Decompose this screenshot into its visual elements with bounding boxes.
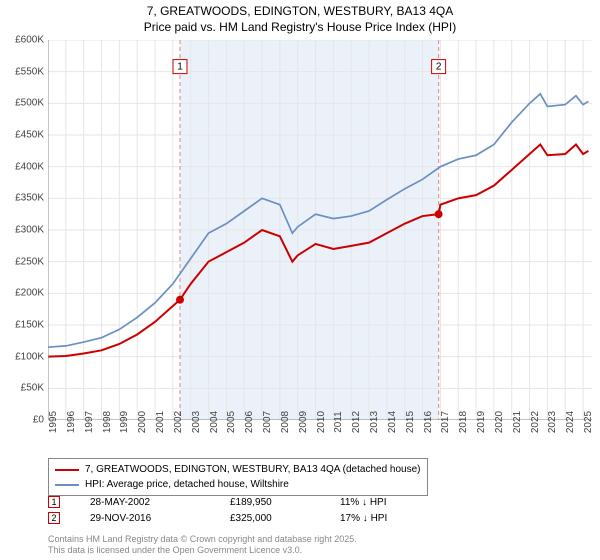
x-tick-label: 2009 <box>298 411 309 433</box>
legend-label: HPI: Average price, detached house, Wilt… <box>85 477 289 492</box>
y-tick-label: £500K <box>0 98 44 109</box>
x-tick-label: 2021 <box>512 411 523 433</box>
x-tick-label: 1995 <box>48 411 59 433</box>
x-tick-label: 2011 <box>333 411 344 433</box>
marker-table: 1 28-MAY-2002 £189,950 11% ↓ HPI 2 29-NOV-201… <box>48 496 588 528</box>
x-tick-label: 2006 <box>244 411 255 433</box>
x-tick-label: 2007 <box>262 411 273 433</box>
marker-row: 1 28-MAY-2002 £189,950 11% ↓ HPI <box>48 496 588 508</box>
marker-delta: 11% ↓ HPI <box>340 497 430 508</box>
y-tick-label: £450K <box>0 130 44 141</box>
chart-container: 7, GREATWOODS, EDINGTON, WESTBURY, BA13 … <box>0 0 600 560</box>
x-tick-label: 2002 <box>173 411 184 433</box>
y-axis-ticks: £0£50K£100K£150K£200K£250K£300K£350K£400… <box>0 40 46 420</box>
svg-text:2: 2 <box>436 62 442 73</box>
marker-price: £189,950 <box>230 497 310 508</box>
x-tick-label: 2017 <box>440 411 451 433</box>
y-tick-label: £300K <box>0 225 44 236</box>
x-tick-label: 2020 <box>494 411 505 433</box>
x-tick-label: 2016 <box>423 411 434 433</box>
x-tick-label: 2022 <box>530 411 541 433</box>
y-tick-label: £350K <box>0 193 44 204</box>
x-tick-label: 1998 <box>102 411 113 433</box>
y-tick-label: £200K <box>0 288 44 299</box>
x-tick-label: 2001 <box>155 411 166 433</box>
legend-row: 7, GREATWOODS, EDINGTON, WESTBURY, BA13 … <box>55 462 421 477</box>
x-tick-label: 2013 <box>369 411 380 433</box>
y-tick-label: £100K <box>0 351 44 362</box>
marker-row: 2 29-NOV-2016 £325,000 17% ↓ HPI <box>48 512 588 524</box>
x-tick-label: 1997 <box>84 411 95 433</box>
x-tick-label: 2000 <box>137 411 148 433</box>
title-line1: 7, GREATWOODS, EDINGTON, WESTBURY, BA13 … <box>0 4 600 20</box>
x-tick-label: 2005 <box>226 411 237 433</box>
chart-title: 7, GREATWOODS, EDINGTON, WESTBURY, BA13 … <box>0 0 600 35</box>
legend: 7, GREATWOODS, EDINGTON, WESTBURY, BA13 … <box>48 458 428 496</box>
legend-label: 7, GREATWOODS, EDINGTON, WESTBURY, BA13 … <box>85 462 421 477</box>
y-tick-label: £150K <box>0 320 44 331</box>
copyright: Contains HM Land Registry data © Crown c… <box>48 534 357 556</box>
x-tick-label: 1996 <box>66 411 77 433</box>
marker-index-box: 2 <box>48 512 60 524</box>
x-tick-label: 2023 <box>547 411 558 433</box>
y-tick-label: £50K <box>0 383 44 394</box>
x-tick-label: 2014 <box>387 411 398 433</box>
x-tick-label: 2015 <box>405 411 416 433</box>
x-tick-label: 2008 <box>280 411 291 433</box>
x-axis-ticks: 1995199619971998199920002001200220032004… <box>48 420 592 460</box>
marker-price: £325,000 <box>230 513 310 524</box>
title-line2: Price paid vs. HM Land Registry's House … <box>0 20 600 36</box>
x-tick-label: 1999 <box>119 411 130 433</box>
marker-date: 29-NOV-2016 <box>90 513 200 524</box>
y-tick-label: £600K <box>0 35 44 46</box>
legend-swatch <box>55 469 79 471</box>
x-tick-label: 2018 <box>458 411 469 433</box>
x-tick-label: 2010 <box>316 411 327 433</box>
y-tick-label: £550K <box>0 66 44 77</box>
marker-index-box: 1 <box>48 496 60 508</box>
legend-row: HPI: Average price, detached house, Wilt… <box>55 477 421 492</box>
y-tick-label: £250K <box>0 256 44 267</box>
x-tick-label: 2004 <box>209 411 220 433</box>
legend-swatch <box>55 484 79 486</box>
plot-area: 12 <box>48 40 592 420</box>
y-tick-label: £0 <box>0 415 44 426</box>
marker-delta: 17% ↓ HPI <box>340 513 430 524</box>
svg-text:1: 1 <box>177 62 183 73</box>
x-tick-label: 2019 <box>476 411 487 433</box>
x-tick-label: 2025 <box>583 411 594 433</box>
copyright-line2: This data is licensed under the Open Gov… <box>48 545 357 556</box>
x-tick-label: 2003 <box>191 411 202 433</box>
marker-date: 28-MAY-2002 <box>90 497 200 508</box>
x-tick-label: 2024 <box>565 411 576 433</box>
copyright-line1: Contains HM Land Registry data © Crown c… <box>48 534 357 545</box>
chart-svg: 12 <box>48 40 592 420</box>
x-tick-label: 2012 <box>351 411 362 433</box>
y-tick-label: £400K <box>0 161 44 172</box>
